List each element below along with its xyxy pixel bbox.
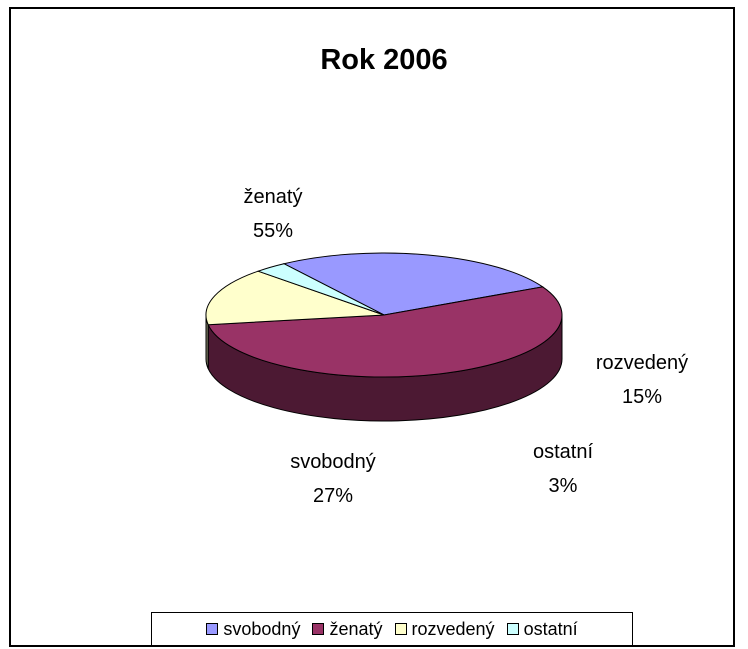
pie-slice-zenaty [207,286,563,378]
data-label-rozvedeny-value: 15% [622,386,662,408]
legend-label-ostatni: ostatní [523,618,578,639]
data-label-ostatni-value: 3% [549,475,578,497]
legend-swatch-rozvedeny [394,623,407,635]
legend-swatch-svobodny [206,623,219,635]
data-label-zenaty-value: 55% [253,220,293,242]
legend-swatch-ostatni [506,623,519,635]
legend: svobodný ženatý rozvedený ostatní [151,612,633,646]
data-label-svobodny-name: svobodný [290,451,376,473]
legend-item-zenaty: ženatý [312,618,383,640]
pie-slice-ostatni [256,263,385,316]
legend-label-rozvedeny: rozvedený [411,618,495,639]
data-label-ostatni-name: ostatní [533,441,593,463]
legend-label-svobodny: svobodný [223,618,301,639]
legend-swatch-zenaty [312,623,325,635]
pie-slice-rozvedeny [205,270,385,326]
data-label-svobodny-value: 27% [313,485,353,507]
pie-chart: Rok 2006 ženatý 55% rozvedený 15% ostatn… [205,44,688,507]
legend-label-zenaty: ženatý [329,618,383,639]
pie-slice-svobodny [282,252,544,316]
legend-item-rozvedeny: rozvedený [394,618,495,640]
chart-title: Rok 2006 [320,44,447,76]
data-label-rozvedeny-name: rozvedený [596,352,688,374]
legend-item-svobodny: svobodný [206,619,300,640]
chart-area: Rok 2006 ženatý 55% rozvedený 15% ostatn… [9,7,735,647]
legend-item-ostatni: ostatní [506,618,578,640]
pie-tops [205,252,563,378]
data-label-zenaty-name: ženatý [244,186,303,208]
